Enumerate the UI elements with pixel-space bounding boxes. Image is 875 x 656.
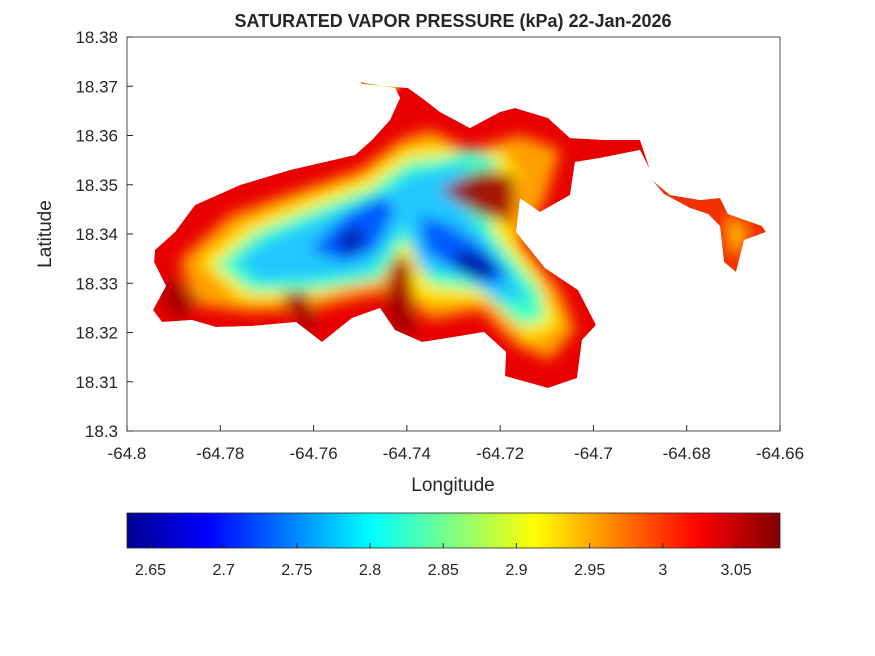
- plot-area: [126, 36, 781, 432]
- x-tick-label: -64.68: [663, 444, 711, 463]
- colorbar-tick-label: 2.65: [135, 562, 166, 579]
- y-tick-label: 18.31: [75, 373, 118, 392]
- colorbar-tick-label: 2.8: [359, 562, 381, 579]
- x-tick-label: -64.78: [196, 444, 244, 463]
- x-tick-label: -64.76: [289, 444, 337, 463]
- x-tick-label: -64.74: [383, 444, 431, 463]
- value-contour-layer: [725, 215, 750, 255]
- x-tick-label: -64.72: [476, 444, 524, 463]
- y-tick-label: 18.3: [85, 422, 118, 441]
- y-tick-label: 18.33: [75, 274, 118, 293]
- colorbar: 2.65 2.7 2.75 2.8 2.85 2.9 2.95 3 3.05: [126, 512, 781, 579]
- colorbar-tick-label: 2.85: [428, 562, 459, 579]
- x-axis: -64.8 -64.78 -64.76 -64.74 -64.72 -64.7 -64.68…: [108, 425, 804, 463]
- colorbar-tick-label: 3: [658, 562, 667, 579]
- y-tick-label: 18.34: [75, 225, 118, 244]
- value-contour-layer: [335, 225, 500, 280]
- x-tick-label: -64.8: [108, 444, 147, 463]
- y-tick-label: 18.32: [75, 324, 118, 343]
- x-tick-label: -64.7: [574, 444, 613, 463]
- heatmap-surface: [153, 82, 766, 388]
- x-tick-label: -64.66: [756, 444, 804, 463]
- y-axis-label: Latitude: [35, 200, 56, 268]
- y-tick-label: 18.36: [75, 127, 118, 146]
- colorbar-tick-label: 3.05: [721, 562, 752, 579]
- y-tick-label: 18.37: [75, 77, 118, 96]
- colorbar-tick-label: 2.7: [213, 562, 235, 579]
- y-axis: 18.3 18.31 18.32 18.33 18.34 18.35 18.36 18.37 1…: [75, 28, 133, 441]
- y-tick-label: 18.38: [75, 28, 118, 47]
- y-tick-label: 18.35: [75, 176, 118, 195]
- colorbar-tick-label: 2.75: [281, 562, 312, 579]
- colorbar-gradient: [126, 512, 781, 549]
- x-axis-label: Longitude: [411, 475, 494, 496]
- value-contour-layer: [160, 170, 515, 335]
- colorbar-tick-label: 2.95: [574, 562, 605, 579]
- colorbar-tick-label: 2.9: [505, 562, 527, 579]
- chart-title: SATURATED VAPOR PRESSURE (kPa) 22-Jan-20…: [234, 11, 671, 31]
